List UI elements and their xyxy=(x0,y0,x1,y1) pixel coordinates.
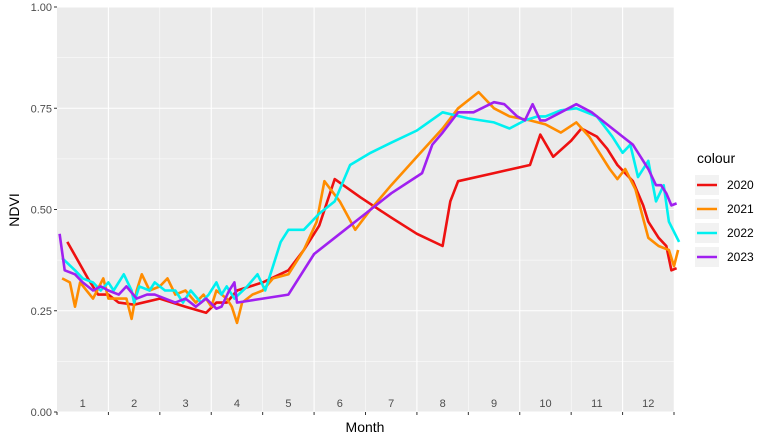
x-axis xyxy=(56,412,675,415)
y-tick-label: 0.00 xyxy=(31,407,52,419)
month-label: 3 xyxy=(182,398,188,410)
legend: colour 2020 2021 2022 2023 xyxy=(695,150,754,267)
month-labels: 1 2 3 4 5 6 7 8 9 10 11 12 xyxy=(80,398,655,410)
series-line-2020 xyxy=(66,127,678,315)
y-axis-title: NDVI xyxy=(6,193,22,226)
y-tick-label: 0.75 xyxy=(31,103,52,115)
y-axis: 0.00 0.25 0.50 0.75 1.00 xyxy=(31,2,57,419)
month-label: 8 xyxy=(440,398,446,410)
month-label: 12 xyxy=(642,398,654,410)
x-axis-title: Month xyxy=(346,419,385,435)
month-label: 4 xyxy=(234,398,240,410)
month-label: 11 xyxy=(591,398,602,410)
y-tick-label: 0.50 xyxy=(31,205,52,217)
series-lines xyxy=(58,90,681,325)
y-tick-label: 1.00 xyxy=(31,2,52,14)
month-label: 9 xyxy=(491,398,497,410)
legend-label-2021: 2021 xyxy=(727,202,754,216)
series-line-2023 xyxy=(58,100,678,310)
month-label: 7 xyxy=(388,398,394,410)
month-label: 5 xyxy=(285,398,291,410)
month-label: 10 xyxy=(539,398,551,410)
month-label: 6 xyxy=(337,398,343,410)
series-line-2021 xyxy=(61,90,680,325)
y-tick-label: 0.25 xyxy=(31,306,52,318)
month-label: 2 xyxy=(131,398,137,410)
legend-title: colour xyxy=(697,150,735,166)
legend-label-2022: 2022 xyxy=(727,226,754,240)
legend-label-2020: 2020 xyxy=(727,178,754,192)
month-label: 1 xyxy=(80,398,86,410)
legend-label-2023: 2023 xyxy=(727,250,754,264)
